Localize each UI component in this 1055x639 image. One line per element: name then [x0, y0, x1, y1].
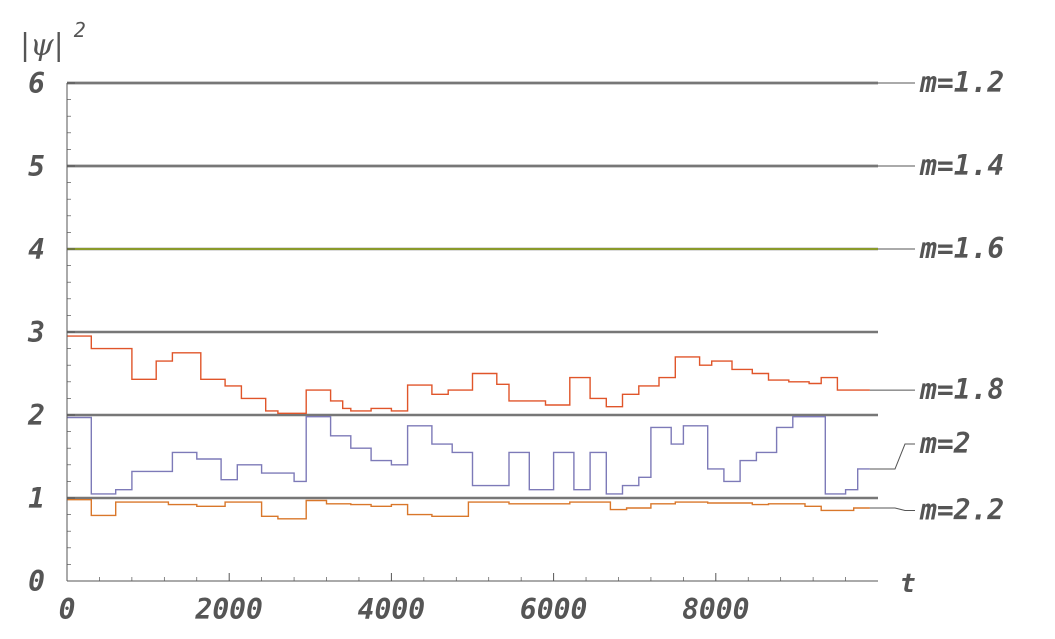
y-tick-label: 4: [28, 233, 45, 266]
series-label-callout: [869, 443, 915, 470]
x-tick-label: 2000: [194, 593, 262, 626]
y-tick-label: 5: [28, 150, 45, 183]
series-label: m=1.6: [919, 232, 1004, 265]
series-m-2: [67, 416, 870, 495]
y-tick-label: 1: [28, 482, 45, 515]
y-axis-title: |ψ| 2: [20, 18, 86, 63]
series-label-callout: [869, 507, 915, 511]
series-m-2_2: [67, 499, 870, 520]
y-tick-label: 6: [28, 67, 45, 100]
y-tick-label: 0: [28, 565, 45, 598]
y-tick-label: 3: [27, 316, 45, 349]
x-tick-label: 0: [59, 593, 76, 626]
reference-lines: [67, 81, 878, 500]
series-labels: m=1.2 m=1.4 m=1.6 m=1.8 m=2 m=2.2: [869, 66, 1004, 526]
x-axis-title: t: [900, 569, 916, 599]
x-tick-label: 4000: [358, 593, 425, 626]
series-label: m=1.8: [919, 373, 1004, 406]
x-tick-label: 6000: [520, 593, 587, 626]
series-label: m=1.2: [919, 66, 1004, 99]
ticks: 0 1 2 3 4 5 6 0 2000 4000 6000 8000: [27, 67, 846, 626]
x-tick-label: 8000: [682, 593, 749, 626]
series-label: m=2.2: [919, 493, 1004, 526]
series-label: m=2: [919, 427, 971, 460]
series-lines: [67, 81, 878, 520]
series-label: m=1.4: [919, 149, 1004, 182]
series-m-1_8: [67, 335, 870, 414]
y-tick-label: 2: [27, 399, 45, 432]
